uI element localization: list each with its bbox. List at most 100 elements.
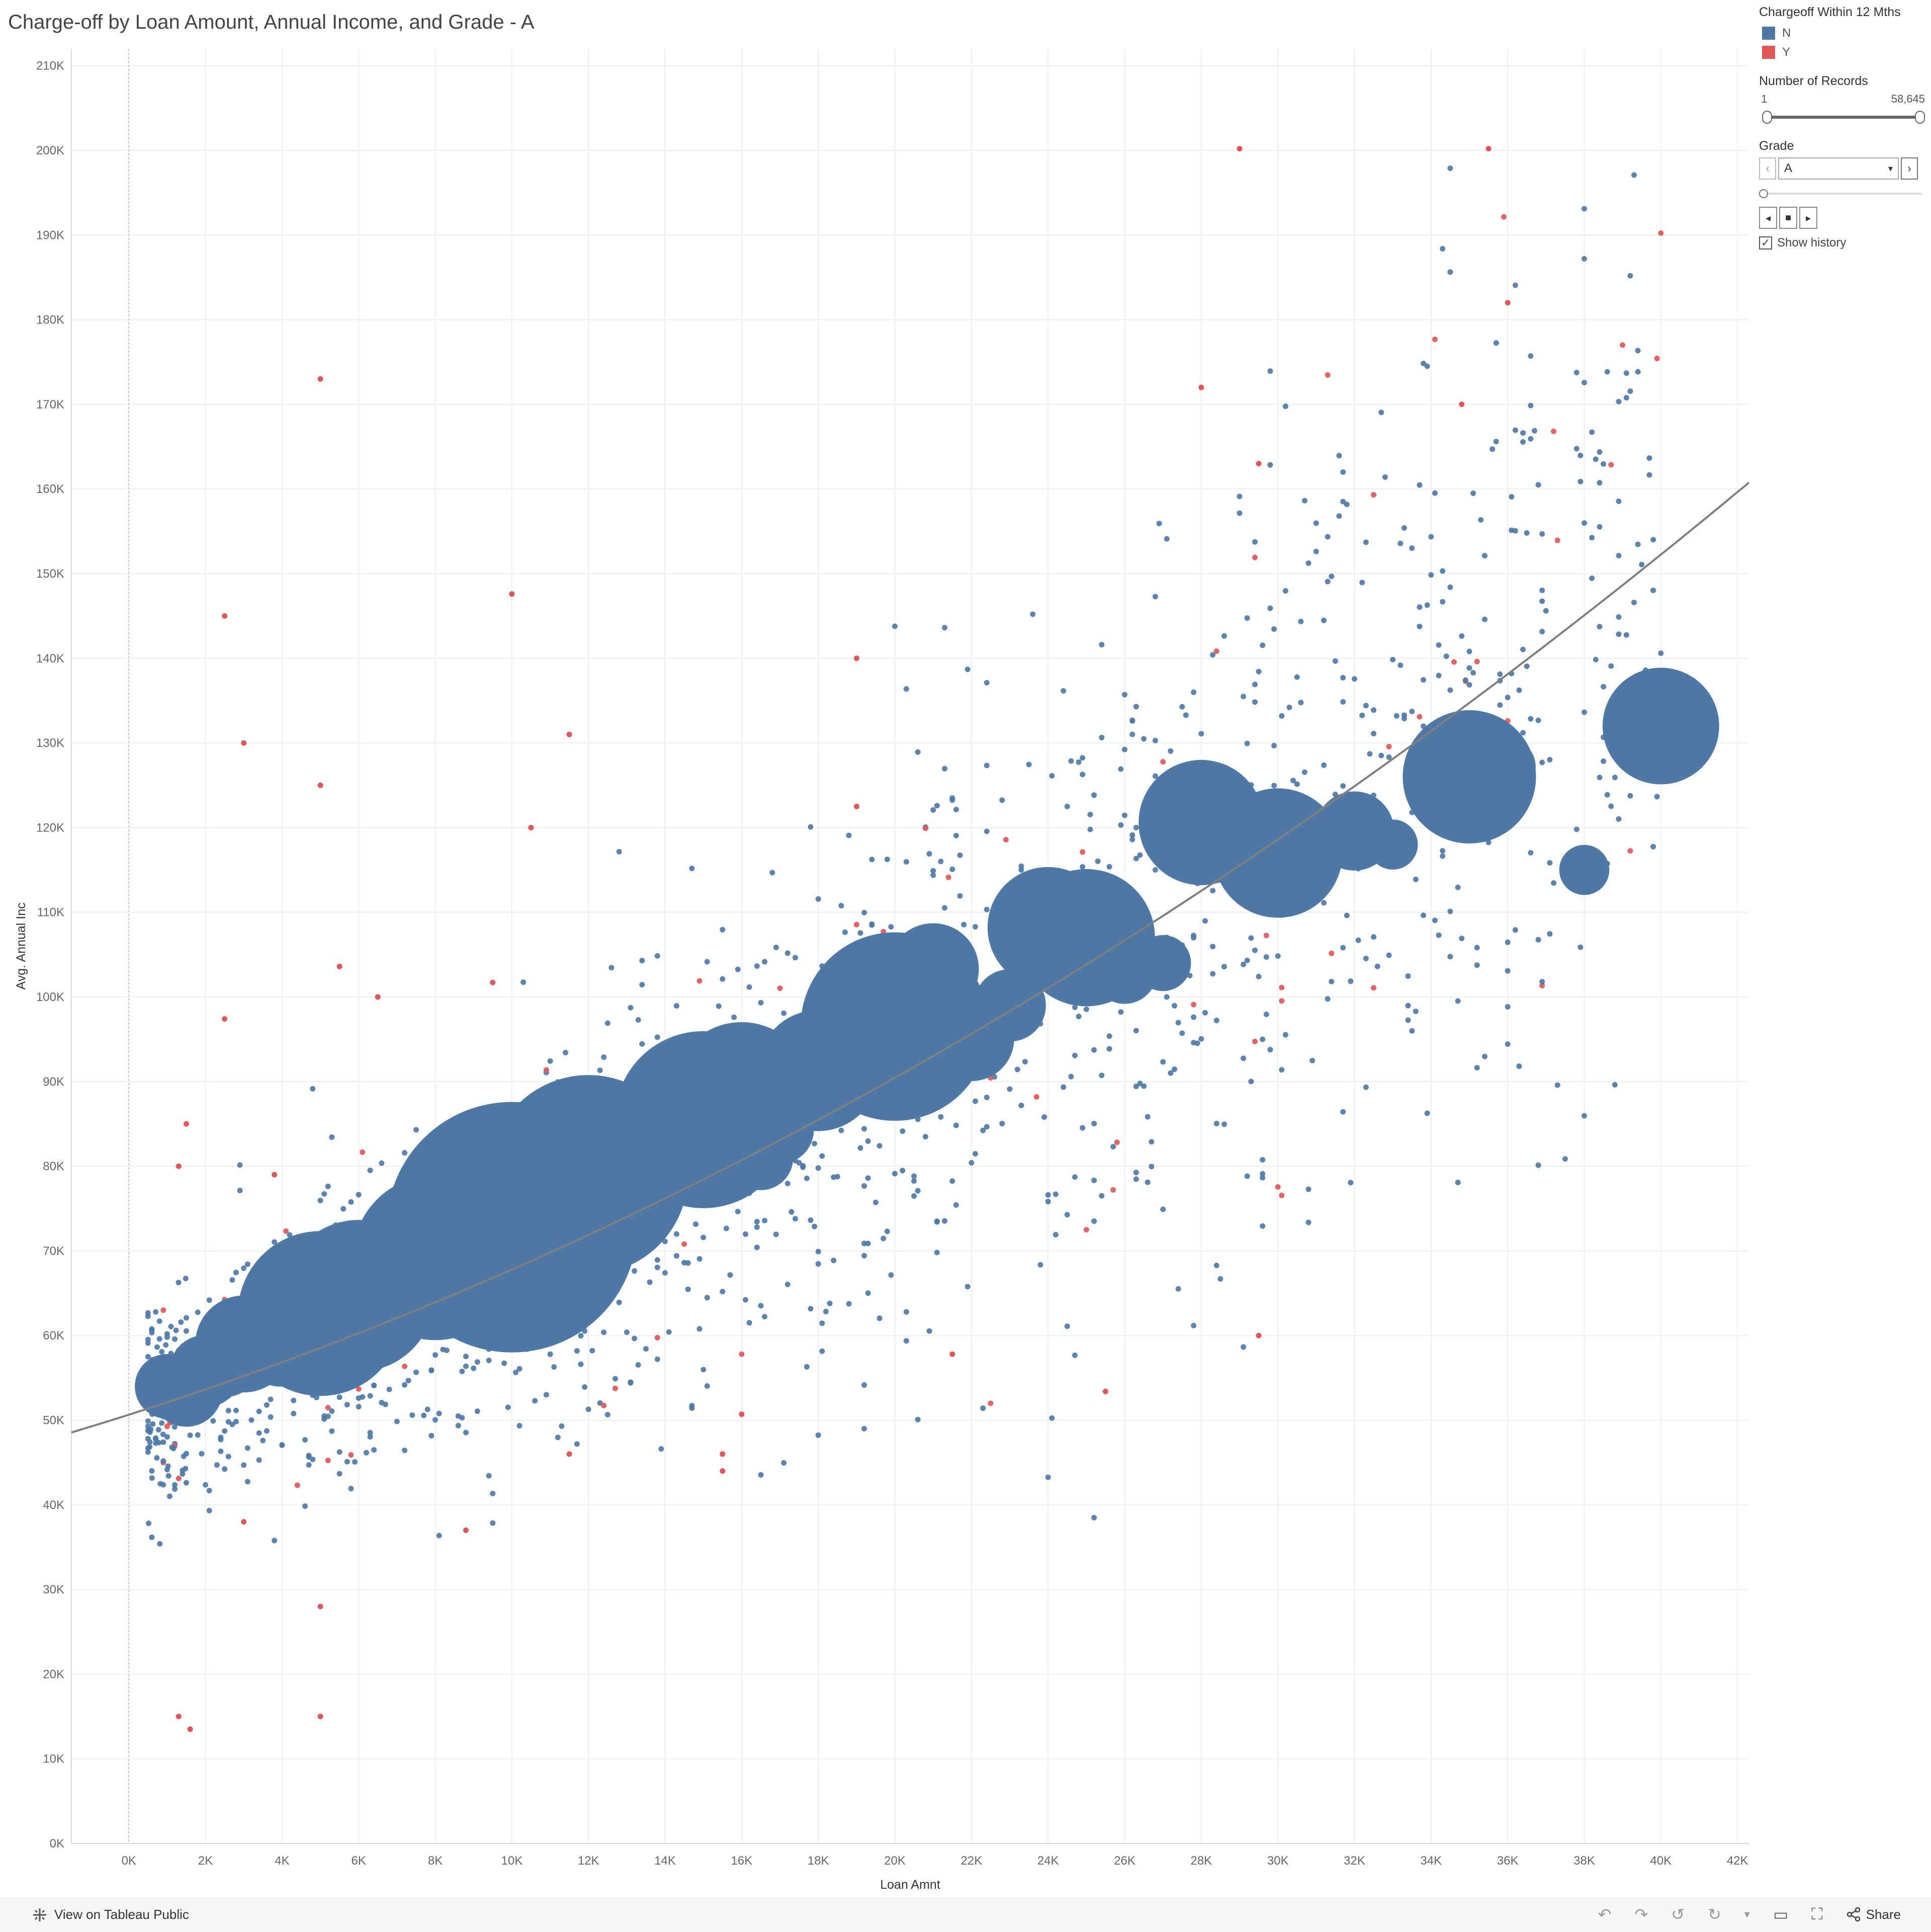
data-point-n [735,1209,741,1215]
data-point-n [865,1175,871,1181]
data-point-n [1153,594,1158,600]
data-point-n [233,1418,239,1424]
share-button[interactable]: Share [1846,1907,1901,1922]
data-point-n [1332,658,1338,664]
data-point-n [336,1471,342,1477]
x-tick-label: 14K [654,1854,676,1868]
play-forward-button[interactable]: ▸ [1799,207,1817,229]
data-point-y [490,979,496,985]
revert-icon[interactable]: ↺ [1671,1905,1685,1923]
data-point-y [1279,998,1285,1004]
grade-next-button[interactable]: › [1901,157,1918,180]
data-point-n [1061,1084,1067,1090]
data-point-n [214,1462,220,1468]
data-point-n [857,930,863,936]
data-point-n [793,955,798,961]
data-point-n [1153,867,1158,873]
data-point-n [861,909,867,915]
redo-icon[interactable]: ↷ [1634,1905,1648,1923]
y-tick-label: 50K [43,1413,64,1427]
data-point-n [1582,206,1587,212]
data-point-n [769,870,775,876]
view-on-tableau-link[interactable]: View on Tableau Public [32,1907,189,1922]
x-tick-label: 30K [1267,1854,1289,1868]
data-point-n [953,806,959,812]
y-tick-label: 200K [36,144,64,157]
data-point-n [1612,1082,1618,1088]
x-tick-label: 32K [1344,1854,1365,1868]
data-point-n [1309,1058,1315,1063]
page-slider-knob[interactable] [1759,189,1768,198]
size-range-slider[interactable] [1759,109,1925,126]
data-point-n [1421,361,1427,367]
data-point-n [911,1178,917,1184]
data-point-n [808,1306,814,1312]
data-point-n [1030,611,1036,617]
refresh-icon[interactable]: ↻ [1708,1905,1721,1923]
undo-icon[interactable]: ↶ [1598,1905,1612,1923]
data-point-y [566,1451,572,1457]
y-tick-label: 90K [43,1075,64,1088]
grade-select[interactable]: A ▾ [1778,157,1899,180]
size-slider-max-handle[interactable] [1915,111,1925,124]
data-point-n [746,1096,814,1164]
data-point-n [547,1058,553,1064]
data-point-n [532,1398,538,1404]
data-point-n [184,1315,189,1321]
legend-item-y[interactable]: Y [1759,43,1925,62]
data-point-y [1485,146,1491,152]
data-point-n [1612,775,1618,781]
data-point-n [1374,963,1380,969]
checkbox-icon[interactable]: ✓ [1759,236,1772,249]
data-point-n [865,1290,871,1296]
data-point-n [1267,368,1273,374]
data-point-n [1424,1110,1430,1116]
data-point-n [1589,575,1595,581]
data-point-n [172,1482,178,1488]
dropdown-icon[interactable]: ▾ [1744,1908,1750,1920]
data-point-y [528,824,534,830]
data-point-n [428,1433,434,1439]
data-point-n [344,1459,350,1465]
grade-prev-button[interactable]: ‹ [1759,157,1776,180]
data-point-n [984,1095,990,1101]
data-point-n [1221,964,1227,970]
presentation-icon[interactable]: ▭ [1773,1905,1789,1923]
data-point-y [720,1451,726,1457]
data-point-y [1539,983,1545,988]
data-point-n [938,859,944,864]
data-point-n [1393,713,1399,719]
data-point-n [953,1122,959,1128]
data-point-n [1138,760,1264,885]
data-point-n [1049,773,1055,779]
data-point-n [325,1184,331,1190]
data-point-y [1474,658,1480,664]
data-point-n [1191,935,1197,941]
play-back-button[interactable]: ◂ [1759,207,1777,229]
legend-swatch-n [1762,27,1775,40]
data-point-n [1554,1082,1560,1088]
size-slider-min-handle[interactable] [1762,111,1772,124]
x-axis-title: Loan Amnt [880,1878,940,1892]
data-point-n [892,1170,898,1177]
data-point-n [172,1336,178,1342]
data-point-n [1405,1017,1411,1023]
legend-item-n[interactable]: N [1759,24,1925,43]
data-point-n [1528,402,1534,408]
data-point-n [1528,436,1534,442]
data-point-n [704,1295,710,1301]
data-point-n [838,903,844,908]
trend-line[interactable] [71,481,1750,1434]
data-point-n [1026,762,1032,768]
data-point-n [746,1320,752,1326]
data-point-y [1386,743,1392,749]
data-point-n [887,923,979,1015]
y-tick-label: 30K [43,1583,64,1597]
data-point-n [402,1382,408,1388]
data-point-n [1466,665,1472,671]
fullscreen-icon[interactable]: ⛶ [1811,1905,1823,1923]
page-slider[interactable] [1759,188,1925,200]
data-point-y [1432,337,1438,343]
stop-button[interactable]: ■ [1779,207,1797,229]
show-history-toggle[interactable]: ✓ Show history [1759,236,1925,250]
